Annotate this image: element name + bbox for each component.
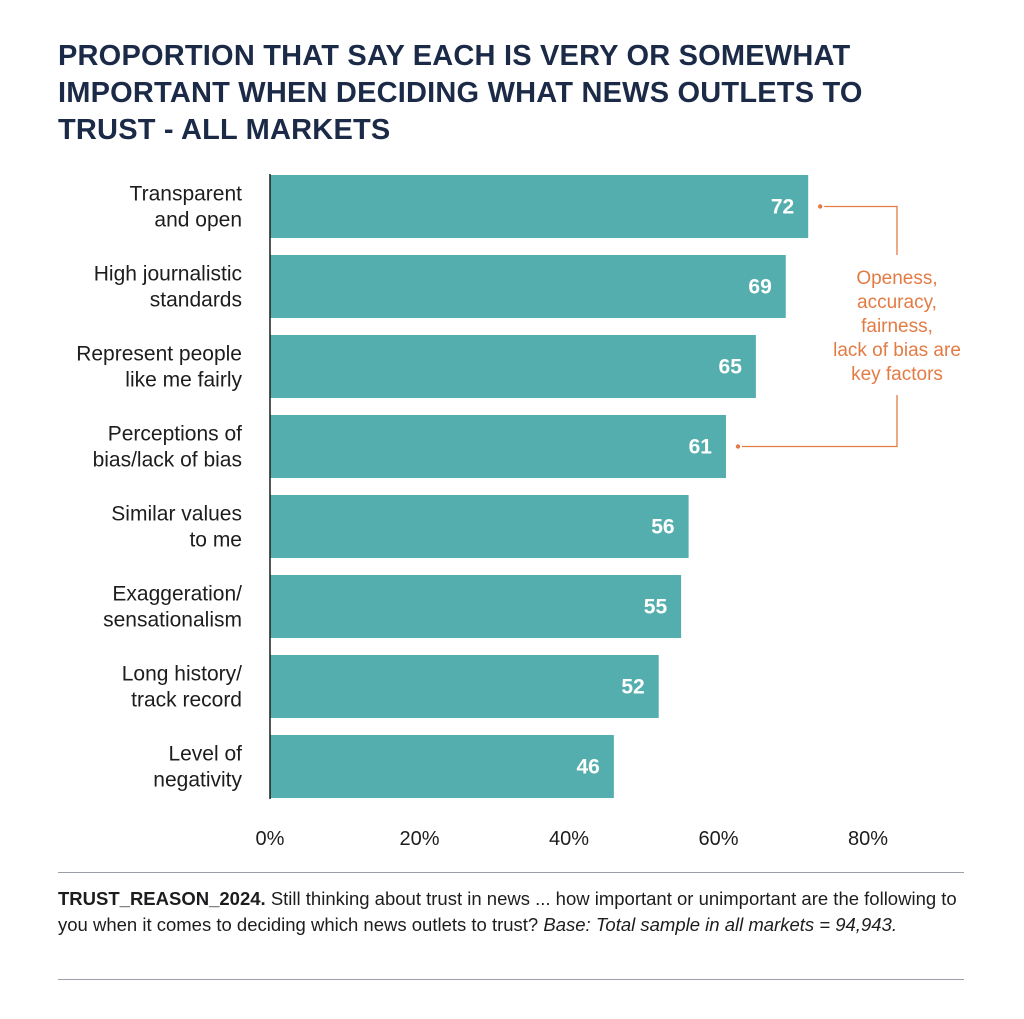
annotation-text: Openess, bbox=[856, 268, 937, 289]
annotation-text: key factors bbox=[851, 364, 943, 385]
annotation-dot-bottom bbox=[735, 444, 741, 449]
footnote-base: Base: Total sample in all markets = 94,9… bbox=[543, 914, 897, 935]
category-label: Similar values bbox=[111, 503, 242, 526]
annotation-text: lack of bias are bbox=[833, 340, 961, 361]
category-label: to me bbox=[189, 529, 242, 552]
bar bbox=[270, 255, 786, 318]
category-label: Long history/ bbox=[122, 663, 242, 686]
annotation-dot-top bbox=[818, 204, 823, 209]
x-tick-label: 80% bbox=[848, 828, 888, 850]
category-label: Exaggeration/ bbox=[112, 583, 242, 606]
x-tick-label: 60% bbox=[698, 828, 738, 850]
footnote-code: TRUST_REASON_2024. bbox=[58, 888, 266, 909]
bar bbox=[270, 495, 689, 558]
category-label: standards bbox=[150, 289, 242, 312]
footnote: TRUST_REASON_2024. Still thinking about … bbox=[58, 886, 963, 938]
bar-value-label: 65 bbox=[719, 356, 743, 379]
footnote-top-divider bbox=[58, 872, 964, 873]
category-label: Transparent bbox=[130, 183, 243, 206]
bar-value-label: 46 bbox=[576, 756, 599, 779]
bar bbox=[270, 335, 756, 398]
bar bbox=[270, 415, 726, 478]
bar-value-label: 61 bbox=[689, 436, 713, 459]
category-label: negativity bbox=[153, 769, 242, 792]
bar bbox=[270, 575, 682, 638]
bar bbox=[270, 735, 614, 798]
x-tick-label: 40% bbox=[549, 828, 589, 850]
x-tick-label: 20% bbox=[399, 828, 439, 850]
bar-value-label: 56 bbox=[651, 516, 674, 539]
category-label: Represent people bbox=[76, 343, 242, 366]
category-label: like me fairly bbox=[125, 369, 242, 392]
category-label: and open bbox=[154, 209, 242, 232]
x-tick-label: 0% bbox=[256, 828, 285, 850]
category-label: bias/lack of bias bbox=[93, 449, 242, 472]
bar-value-label: 72 bbox=[771, 196, 794, 219]
chart-title: PROPORTION THAT SAY EACH IS VERY OR SOME… bbox=[58, 40, 863, 146]
bar-value-label: 55 bbox=[644, 596, 668, 619]
bar-value-label: 69 bbox=[748, 276, 771, 299]
footnote-bottom-divider bbox=[58, 979, 964, 980]
annotation-text: fairness, bbox=[861, 316, 933, 337]
annotation-bracket-bottom bbox=[741, 395, 898, 448]
category-label: High journalistic bbox=[94, 263, 242, 286]
bar-value-label: 52 bbox=[621, 676, 644, 699]
annotation-text: accuracy, bbox=[857, 292, 937, 313]
category-label: Perceptions of bbox=[108, 423, 242, 446]
bar bbox=[270, 175, 809, 238]
footnote-question: Still thinking about trust in news ... h… bbox=[58, 888, 957, 935]
category-label: track record bbox=[131, 689, 242, 712]
bar bbox=[270, 655, 659, 718]
category-label: sensationalism bbox=[103, 609, 242, 632]
annotation-bracket-top bbox=[824, 205, 898, 255]
category-label: Level of bbox=[168, 743, 242, 766]
